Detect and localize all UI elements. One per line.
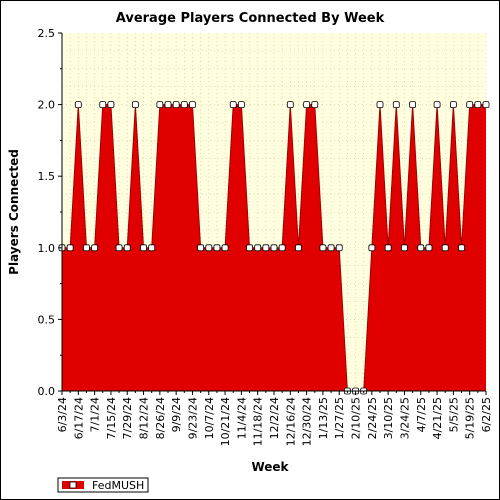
data-point (156, 101, 164, 108)
data-point (482, 101, 490, 108)
y-tick-label: 1.0 (38, 242, 56, 255)
x-tick-label: 8/12/24 (138, 397, 151, 439)
x-tick-label: 10/21/24 (219, 397, 232, 446)
data-point (384, 244, 392, 252)
data-point (376, 101, 384, 108)
data-point (286, 101, 294, 108)
chart-title: Average Players Connected By Week (116, 11, 385, 26)
data-point (237, 101, 245, 108)
data-point (189, 101, 196, 108)
data-point (123, 244, 131, 252)
x-tick-label: 12/30/24 (301, 397, 314, 446)
data-point (115, 244, 123, 252)
y-axis-label: Players Connected (7, 149, 21, 275)
x-tick-label: 6/2/25 (480, 397, 493, 432)
x-tick-label: 3/10/25 (382, 397, 395, 439)
data-point (131, 101, 139, 108)
x-tick-label: 9/23/24 (186, 397, 199, 439)
x-tick-label: 9/9/24 (170, 397, 183, 432)
data-point (180, 101, 188, 108)
data-point (246, 244, 253, 252)
x-tick-label: 8/26/24 (154, 397, 167, 439)
x-tick-label: 11/4/24 (235, 397, 248, 439)
data-point (254, 244, 262, 252)
x-tick-label: 7/29/24 (121, 397, 134, 439)
data-point (368, 244, 376, 252)
x-tick-label: 7/1/24 (89, 397, 102, 432)
data-point (107, 101, 115, 108)
data-point (319, 244, 327, 252)
x-tick-label: 11/18/24 (252, 397, 265, 446)
data-point (91, 244, 99, 252)
x-tick-label: 1/13/25 (317, 397, 330, 439)
data-point (213, 244, 221, 252)
data-point (74, 101, 82, 108)
x-tick-label: 12/2/24 (268, 397, 281, 439)
x-axis-label: Week (251, 460, 289, 474)
data-point (66, 244, 74, 252)
x-tick-label: 5/5/25 (447, 397, 460, 432)
data-point (262, 244, 270, 252)
series-area-fedmush (62, 104, 486, 391)
x-tick-label: 7/15/24 (105, 397, 118, 439)
data-point (417, 244, 425, 252)
legend-label: FedMUSH (92, 479, 144, 492)
y-tick-label: 0.0 (38, 385, 56, 398)
data-point (449, 101, 457, 108)
y-tick-label: 1.5 (38, 170, 56, 183)
data-point (458, 244, 465, 252)
legend-marker (69, 481, 77, 489)
x-tick-label: 4/7/25 (415, 397, 428, 432)
data-point (474, 101, 482, 108)
y-tick-label: 2.0 (38, 99, 56, 112)
x-tick-label: 12/16/24 (284, 397, 297, 446)
data-point (433, 101, 441, 108)
data-point (83, 244, 90, 252)
data-point (441, 244, 449, 252)
y-tick-label: 0.5 (38, 313, 56, 326)
data-point (140, 244, 147, 252)
legend: FedMUSH (57, 477, 149, 493)
data-point (99, 101, 107, 108)
x-tick-label: 2/10/25 (350, 397, 363, 439)
data-point (335, 244, 343, 252)
data-point (229, 101, 237, 108)
data-point (270, 244, 278, 252)
data-point (172, 101, 180, 108)
data-point (392, 101, 400, 108)
x-ticks: 6/3/24 6/17/24 7/1/24 7/15/24 7/29/24 8/12/24… (56, 391, 493, 446)
data-point (221, 244, 229, 252)
data-point (409, 101, 417, 108)
x-tick-label: 2/24/25 (366, 397, 379, 439)
x-tick-label: 10/7/24 (203, 397, 216, 439)
data-point (197, 244, 205, 252)
data-point (164, 101, 172, 108)
x-tick-label: 6/17/24 (72, 397, 85, 439)
y-tick-label: 2.5 (38, 27, 56, 40)
data-point (311, 101, 319, 108)
x-tick-label: 5/19/25 (464, 397, 477, 439)
data-point (466, 101, 474, 108)
x-tick-label: 6/3/24 (56, 397, 69, 432)
data-point (295, 244, 302, 252)
data-point (148, 244, 156, 252)
x-tick-label: 4/21/25 (431, 397, 444, 439)
data-point (425, 244, 433, 252)
x-tick-label: 3/24/25 (398, 397, 411, 439)
x-tick-label: 1/27/25 (333, 397, 346, 439)
y-ticks: 0.0 0.5 1.0 1.5 2.0 2.5 (38, 27, 62, 398)
data-point (205, 244, 213, 252)
data-point (278, 244, 286, 252)
data-point (303, 101, 311, 108)
data-point (401, 244, 408, 252)
data-point (327, 244, 335, 252)
